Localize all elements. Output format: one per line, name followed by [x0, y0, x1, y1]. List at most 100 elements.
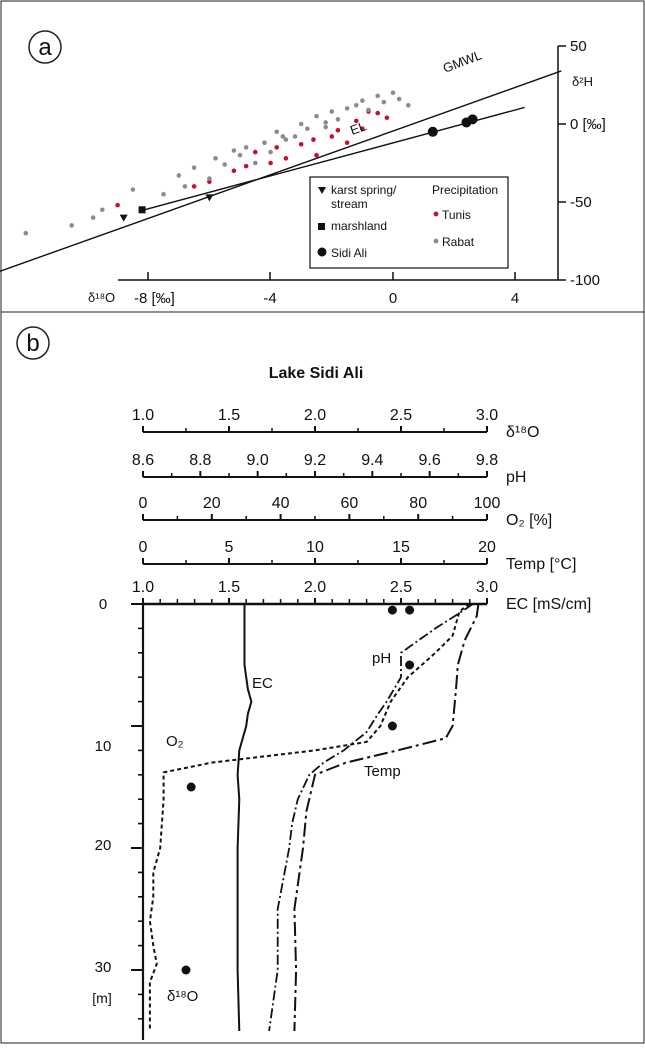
rabat-point [329, 109, 335, 114]
rabat-point [314, 113, 319, 119]
temp-curve-label: Temp [364, 763, 401, 780]
rabat-point [274, 129, 280, 135]
scale-tick-label: 9.2 [304, 452, 326, 469]
ph-curve [268, 603, 474, 1032]
tunis-point [274, 145, 280, 150]
scale-name-label: EC [mS/cm] [506, 596, 591, 613]
rabat-point [283, 137, 289, 142]
tunis-point [298, 141, 304, 147]
tunis-point [344, 140, 350, 146]
rabat-point [305, 126, 310, 131]
tunis-point [311, 137, 316, 142]
tunis-point [360, 126, 365, 131]
tunis-point [353, 118, 359, 124]
a-plot-area [0, 70, 562, 273]
depth-tick-label: 0 [99, 596, 107, 613]
a-x-axis-title: δ¹⁸O [88, 290, 115, 305]
d18o-curve-label: δ¹⁸O [167, 988, 198, 1005]
scale-0: 1.0 1.5 2.0 2.5 3.0 δ¹⁸O [132, 407, 540, 441]
rabat-point [243, 145, 249, 150]
tunis-point [375, 110, 381, 116]
rabat-point [396, 96, 402, 102]
rabat-point [191, 165, 197, 170]
rabat-point [182, 184, 188, 189]
scale-tick-label: 1.5 [218, 579, 240, 596]
scale-tick-label: 2.0 [304, 407, 326, 424]
rabat-point [298, 121, 304, 127]
scale-tick-label: 9.8 [476, 452, 498, 469]
gmwl-label: GMWL [441, 47, 484, 76]
a-legend: karst spring/ stream marshland Sidi Ali … [309, 176, 509, 269]
rabat-point [366, 107, 371, 113]
scale-2: 0 20 40 60 80 100 O₂ [%] [139, 495, 553, 529]
temp-curve [293, 603, 480, 1032]
d18o-point [387, 721, 397, 731]
marshland-point [138, 206, 146, 214]
rabat-point [69, 223, 74, 228]
scale-name-label: Temp [°C] [506, 556, 576, 573]
scale-tick-label: 2.5 [390, 579, 412, 596]
scale-tick-label: 10 [306, 539, 324, 556]
rabat-point [323, 124, 328, 130]
tunis-point [329, 134, 335, 139]
tunis-legend-marker [433, 211, 439, 217]
rabat-point [237, 152, 243, 158]
panel-b-title: Lake Sidi Ali [269, 365, 364, 382]
rabat-legend-marker [433, 238, 439, 244]
scale-tick-label: 1.0 [132, 407, 154, 424]
a-x-tick-label: 0 [389, 290, 397, 307]
scale-3: 0 5 10 15 20 Temp [°C] [139, 539, 577, 573]
scale-tick-label: 1.0 [132, 579, 154, 596]
scale-tick-label: 40 [272, 495, 290, 512]
tunis-point [314, 152, 319, 158]
tunis-point [335, 127, 341, 133]
scale-tick-label: 2.5 [390, 407, 412, 424]
rabat-point [213, 156, 218, 161]
legend-tunis: Tunis [442, 208, 471, 222]
rabat-point [353, 102, 359, 108]
scale-tick-label: 20 [478, 539, 496, 556]
scale-tick-label: 2.0 [304, 579, 326, 596]
a-x-tick-label: -8 [‰] [134, 290, 175, 307]
scale-tick-label: 80 [409, 495, 427, 512]
b-depth-ticks [131, 603, 143, 1020]
b-plot-area [148, 603, 480, 1032]
scale-tick-label: 3.0 [476, 579, 498, 596]
scale-tick-label: 9.6 [419, 452, 441, 469]
scale-name-label: O₂ [%] [506, 512, 552, 529]
rabat-point [280, 134, 286, 139]
tunis-point [231, 168, 237, 174]
sidi-ali-point [467, 114, 478, 125]
a-x-tick-label: 4 [511, 290, 519, 307]
legend-karst-line2: stream [331, 197, 368, 211]
rabat-point [231, 148, 237, 153]
rabat-point [268, 149, 273, 155]
rabat-point [360, 98, 365, 103]
scale-tick-label: 1.5 [218, 407, 240, 424]
a-y-axis-title: δ²H [572, 74, 593, 89]
a-y-tick-label: 50 [570, 38, 587, 55]
scale-name-label: δ¹⁸O [506, 424, 539, 441]
rabat-point [375, 93, 381, 99]
rabat-point [207, 176, 212, 181]
legend-precip-title: Precipitation [432, 183, 498, 197]
d18o-point [405, 660, 415, 670]
scale-tick-label: 100 [474, 495, 501, 512]
scale-tick-label: 9.4 [361, 452, 383, 469]
rabat-point [90, 215, 96, 220]
scale-tick-label: 15 [392, 539, 410, 556]
rabat-point [390, 90, 396, 96]
d18o-point [186, 782, 196, 792]
scale-4: 1.0 1.5 2.0 2.5 3.0 EC [mS/cm] [132, 579, 591, 613]
depth-unit-label: [m] [92, 990, 111, 1006]
panel-a-badge [28, 30, 62, 64]
karst-spring-point [119, 214, 128, 222]
rabat-point [100, 207, 105, 213]
rabat-point [253, 160, 258, 166]
el-line [141, 106, 525, 212]
tunis-point [283, 156, 289, 161]
legend-box [309, 176, 509, 269]
